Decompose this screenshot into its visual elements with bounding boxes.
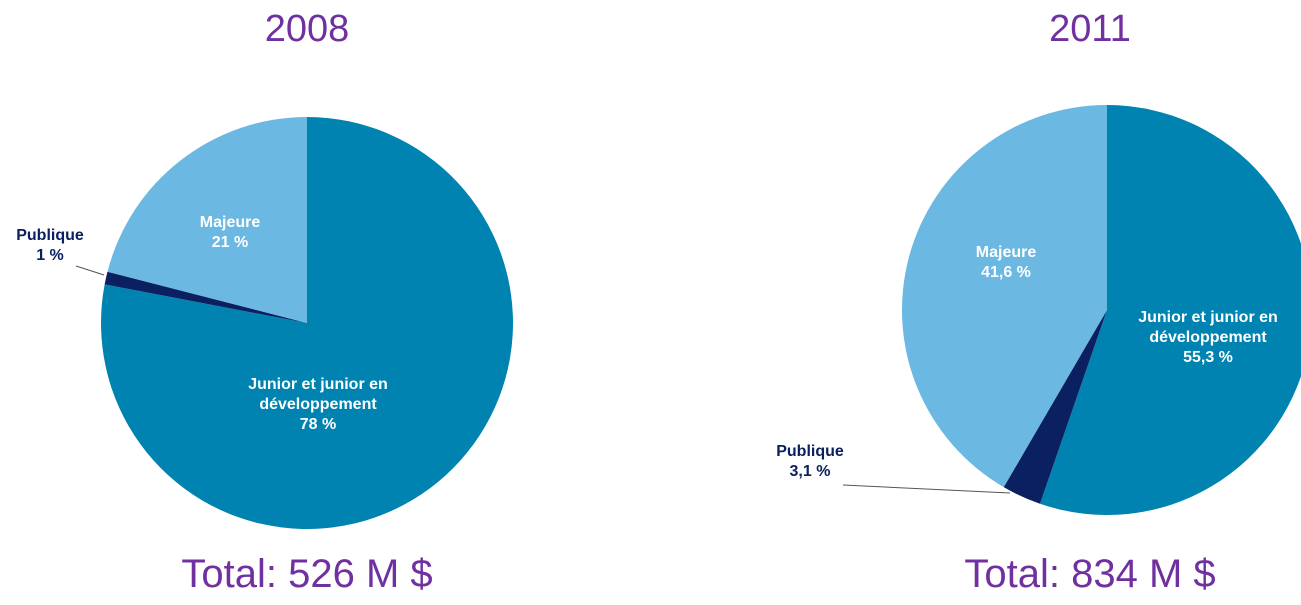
data-label: Majeure 41,6 %	[956, 243, 1056, 283]
slice-name: Majeure	[199, 214, 261, 231]
data-label: Junior et junior en développement 55,3 %	[1134, 308, 1282, 368]
leader-line	[75, 265, 105, 276]
slice-value: 21 %	[211, 234, 249, 251]
pie-slice	[1039, 105, 1301, 515]
slice-name: Publique	[776, 443, 844, 460]
slice-name: Publique	[16, 227, 84, 244]
slice-name: Majeure	[975, 244, 1037, 261]
pie-slice	[104, 271, 307, 323]
chart-title: 2011	[1049, 8, 1131, 50]
slice-value: 78 %	[299, 416, 337, 433]
total-annotation: Total: 834 M $	[964, 552, 1216, 596]
pie-slice	[1003, 310, 1107, 504]
data-label: Publique 1 %	[0, 226, 100, 266]
slice-value: 1 %	[36, 247, 64, 264]
slice-name: Junior et junior en développement	[1138, 309, 1278, 346]
data-label: Majeure 21 %	[180, 213, 280, 253]
slice-value: 3,1 %	[789, 463, 831, 480]
leader-line	[842, 484, 1011, 494]
data-label: Publique 3,1 %	[760, 442, 860, 482]
slice-value: 55,3 %	[1183, 349, 1233, 366]
pie-slice	[107, 117, 308, 323]
total-annotation: Total: 526 M $	[181, 552, 433, 596]
chart-title: 2008	[264, 8, 350, 50]
slice-name: Junior et junior en développement	[248, 376, 388, 413]
pie-slice	[902, 105, 1107, 488]
pie-slice	[101, 117, 513, 529]
slice-value: 41,6 %	[981, 264, 1031, 281]
data-label: Junior et junior en développement 78 %	[226, 375, 411, 435]
